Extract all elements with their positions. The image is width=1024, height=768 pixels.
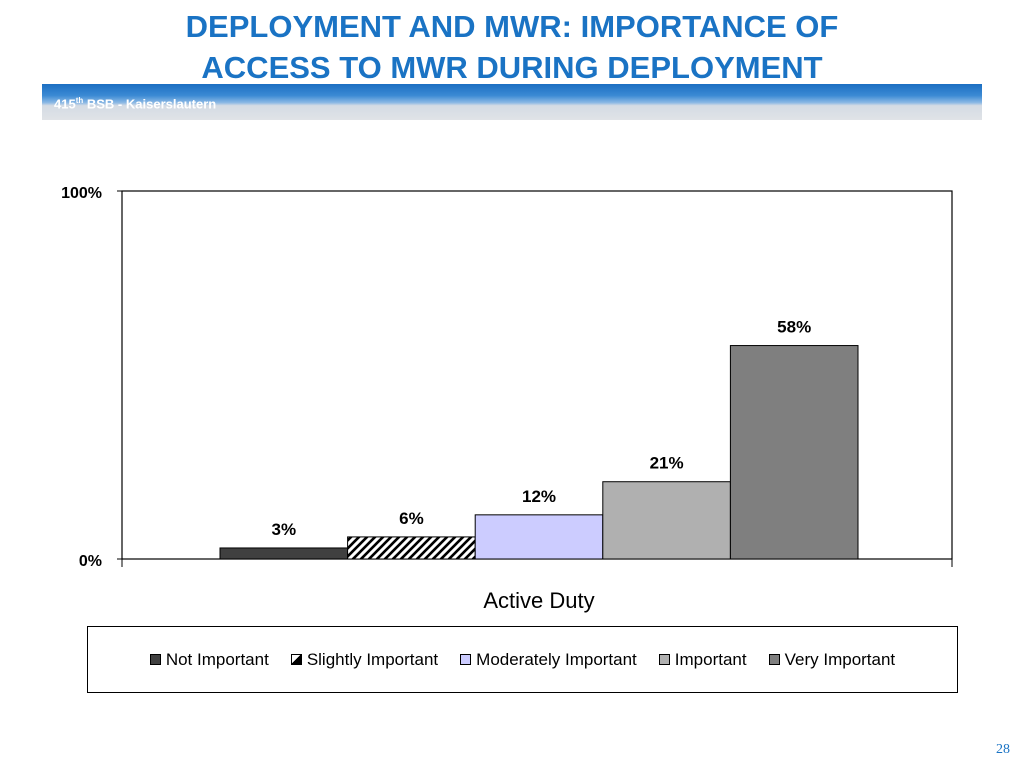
y-tick-label: 0% [79,553,102,570]
data-label-important: 21% [650,454,684,473]
legend-swatch-important [658,654,670,665]
header-banner: 415th BSB - Kaiserslautern [42,84,982,120]
legend-label-moderately-important: Moderately Important [476,649,637,669]
legend-label-slightly-important: Slightly Important [306,649,439,669]
legend-item-slightly-important: Slightly Important [290,649,439,670]
data-label-moderately-important: 12% [522,487,556,506]
legend-swatch-slightly-important [290,654,302,665]
bar-slightly-important [347,536,476,560]
bar-moderately-important [474,514,604,560]
legend-label-important: Important [674,649,747,669]
slide-title-line-2: ACCESS TO MWR DURING DEPLOYMENT [201,50,823,85]
legend-item-very-important: Very Important [768,649,896,670]
legend-swatch-very-important [768,654,780,665]
banner-superscript: th [75,96,84,105]
banner-suffix: BSB - Kaiserslautern [83,96,217,112]
legend-label-very-important: Very Important [784,649,896,669]
bar-not-important [219,547,349,560]
y-tick-label: 100% [61,185,102,202]
slide-title: DEPLOYMENT AND MWR: IMPORTANCE OF ACCESS… [0,6,1024,88]
page-number: 28 [996,742,1010,757]
banner-label: 415th BSB - Kaiserslautern [54,96,216,111]
bar-important [602,481,731,560]
data-label-slightly-important: 6% [399,509,424,528]
legend-swatch-not-important [149,654,161,665]
x-axis-label: Active Duty [483,588,594,613]
banner-prefix: 415 [54,96,76,112]
chart-legend: Not Important Slightly Important Moderatel… [87,626,958,693]
data-label-very-important: 58% [777,318,811,337]
legend-item-moderately-important: Moderately Important [460,650,637,670]
slide-title-line-1: DEPLOYMENT AND MWR: IMPORTANCE OF [185,9,839,44]
legend-swatch-moderately-important [460,654,472,665]
legend-label-not-important: Not Important [165,649,269,669]
bar-very-important [729,345,859,560]
legend-item-important: Important [658,649,747,670]
legend-item-not-important: Not Important [149,649,269,670]
data-label-not-important: 3% [272,520,297,539]
